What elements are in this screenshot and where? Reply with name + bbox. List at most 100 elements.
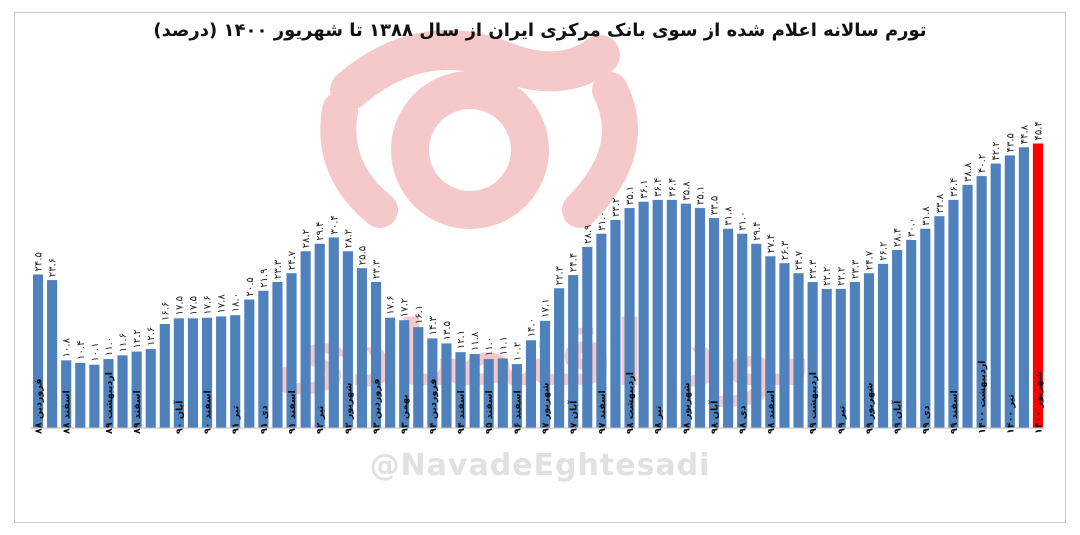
bar-value-label: ۱۰.۸ (62, 337, 73, 357)
bar-value-label: ۲۲.۲ (822, 267, 833, 286)
bar-value-label: ۲۴.۴ (569, 253, 580, 272)
x-tick-label: شهریور ۹۸ (681, 383, 692, 434)
bar (483, 359, 494, 428)
bar (385, 317, 396, 428)
bar (356, 268, 368, 428)
bar (596, 233, 607, 428)
bar-value-label: ۲۷.۴ (766, 234, 777, 253)
chart-frame (14, 12, 1066, 523)
bar (934, 216, 945, 428)
bar (258, 290, 269, 428)
x-tick-label: اردیبهشت ۱۴۰۰ (977, 360, 988, 434)
bar-value-label: ۱۷.۵ (174, 296, 185, 315)
x-tick-labels-group: فروردین ۸۸ اسفند ۸۸ اردیبهشت ۸۹ اسفند ۸۹ آبا… (34, 360, 1045, 434)
bar (511, 364, 522, 428)
bar-value-label: ۱۰.۴ (76, 341, 87, 360)
bar-value-label: ۱۷.۵ (188, 296, 199, 315)
bar-value-label: ۱۰.۲ (512, 342, 523, 361)
x-tick-label: تیر ۹۸ (653, 406, 664, 434)
x-tick-label: اسفند ۸۹ (132, 390, 143, 434)
bar (723, 228, 734, 428)
chart-title: تورم سالانه اعلام شده از سوی بانک مرکزی … (153, 20, 927, 41)
bar (906, 240, 917, 428)
bar-value-label: ۲۳.۳ (372, 259, 383, 279)
bar-value-label: ۱۱.۶ (118, 333, 129, 352)
bar-value-label: ۲۴.۵ (34, 252, 45, 271)
bar (441, 343, 452, 428)
bar (990, 163, 1001, 429)
bar (948, 199, 959, 428)
x-tick-label: اسفند ۸۸ (62, 390, 73, 434)
watermark-handle: @NavadeEghtesadi (369, 448, 711, 483)
bar-value-label: ۳۵.۱ (625, 186, 636, 205)
x-tick-label: تیر ۹۱ (231, 406, 242, 434)
bar (708, 218, 720, 428)
value-labels-group: ۲۴.۵ ۲۳.۶۱۰.۸ ۱۰.۴ ۱۰.۱ ۱۱.۰ ۱۱.۶ ۱۲.۲ ۱۲.۶۱۶.۶… (34, 121, 1045, 362)
bar-value-label: ۱۳.۵ (442, 321, 453, 340)
bar (525, 340, 537, 428)
bar (666, 199, 677, 428)
bar-value-label: ۲۳.۳ (808, 259, 819, 279)
bar (272, 281, 283, 428)
bar (230, 315, 241, 428)
bar-value-label: ۱۴.۳ (428, 315, 439, 335)
x-tick-label: اسفند ۹۶ (512, 390, 523, 434)
bar (638, 201, 649, 428)
bar-value-label: ۱۰.۱ (90, 342, 101, 361)
bar-value-label: ۲۱.۹ (259, 268, 270, 287)
bar-value-label: ۲۹.۴ (315, 221, 326, 240)
x-tick-label: آبان ۹۸ (708, 400, 721, 434)
x-tick-label: اسفند ۹۸ (766, 390, 777, 434)
bar (187, 318, 199, 428)
x-tick-label: شهریور ۹۲ (343, 383, 354, 434)
x-tick-label: اسفند ۹۹ (949, 390, 960, 434)
bar (131, 351, 142, 428)
bar (835, 288, 846, 428)
bar (497, 358, 508, 428)
x-tick-label: بهمن ۹۳ (400, 394, 411, 434)
bar (1018, 147, 1029, 428)
bar (314, 243, 325, 428)
x-tick-label: اسفند ۹۱ (287, 390, 298, 434)
x-tick-label: فروردین ۹۳ (372, 379, 383, 434)
bar (976, 176, 987, 428)
bar-value-label: ۱۲.۲ (132, 329, 143, 348)
bar-value-label: ۳۸.۸ (963, 162, 974, 182)
bar (539, 320, 551, 428)
bar (300, 251, 311, 428)
bar-value-label: ۲۶.۳ (780, 240, 791, 260)
bar-value-label: ۳۱.۸ (921, 206, 932, 226)
bar-value-label: ۴۰.۲ (977, 154, 988, 173)
bar (554, 288, 565, 428)
bar (568, 275, 579, 428)
bar (145, 349, 156, 428)
bar-value-label: ۲۸.۲ (343, 229, 354, 248)
bar-value-label: ۲۴.۷ (864, 250, 875, 270)
bar (751, 243, 762, 428)
bar (694, 208, 706, 428)
x-tick-label: آبان ۹۰ (172, 400, 185, 434)
bar-value-label: ۳۶.۴ (653, 178, 664, 197)
bar (821, 288, 832, 428)
bar (61, 360, 72, 428)
bar-value-label: ۳۱.۰ (597, 211, 608, 230)
x-tick-label: اسفند ۹۷ (597, 390, 608, 434)
x-tick-label: اسفند ۹۰ (203, 390, 214, 434)
bar-value-label: ۲۶.۲ (879, 242, 890, 261)
x-tick-label: دی ۹۱ (259, 405, 270, 434)
bar-value-label: ۲۴.۷ (794, 250, 805, 270)
bar-value-label: ۴۴.۸ (1019, 124, 1030, 144)
bar (863, 273, 875, 428)
bar-value-label: ۱۷.۶ (386, 295, 397, 314)
bar (765, 256, 776, 428)
bar-value-label: ۳۱.۰ (738, 211, 749, 230)
bar (582, 246, 593, 428)
x-tick-label: اردیبهشت ۸۹ (104, 372, 115, 434)
bar (849, 281, 860, 428)
bar-value-label: ۲۸.۹ (583, 225, 594, 244)
x-tick-label: آبان ۹۷ (567, 400, 580, 434)
bar-value-label: ۲۸.۲ (301, 229, 312, 248)
bar (32, 274, 44, 428)
bar-value-label: ۲۹.۴ (752, 221, 763, 240)
bar (652, 199, 663, 428)
